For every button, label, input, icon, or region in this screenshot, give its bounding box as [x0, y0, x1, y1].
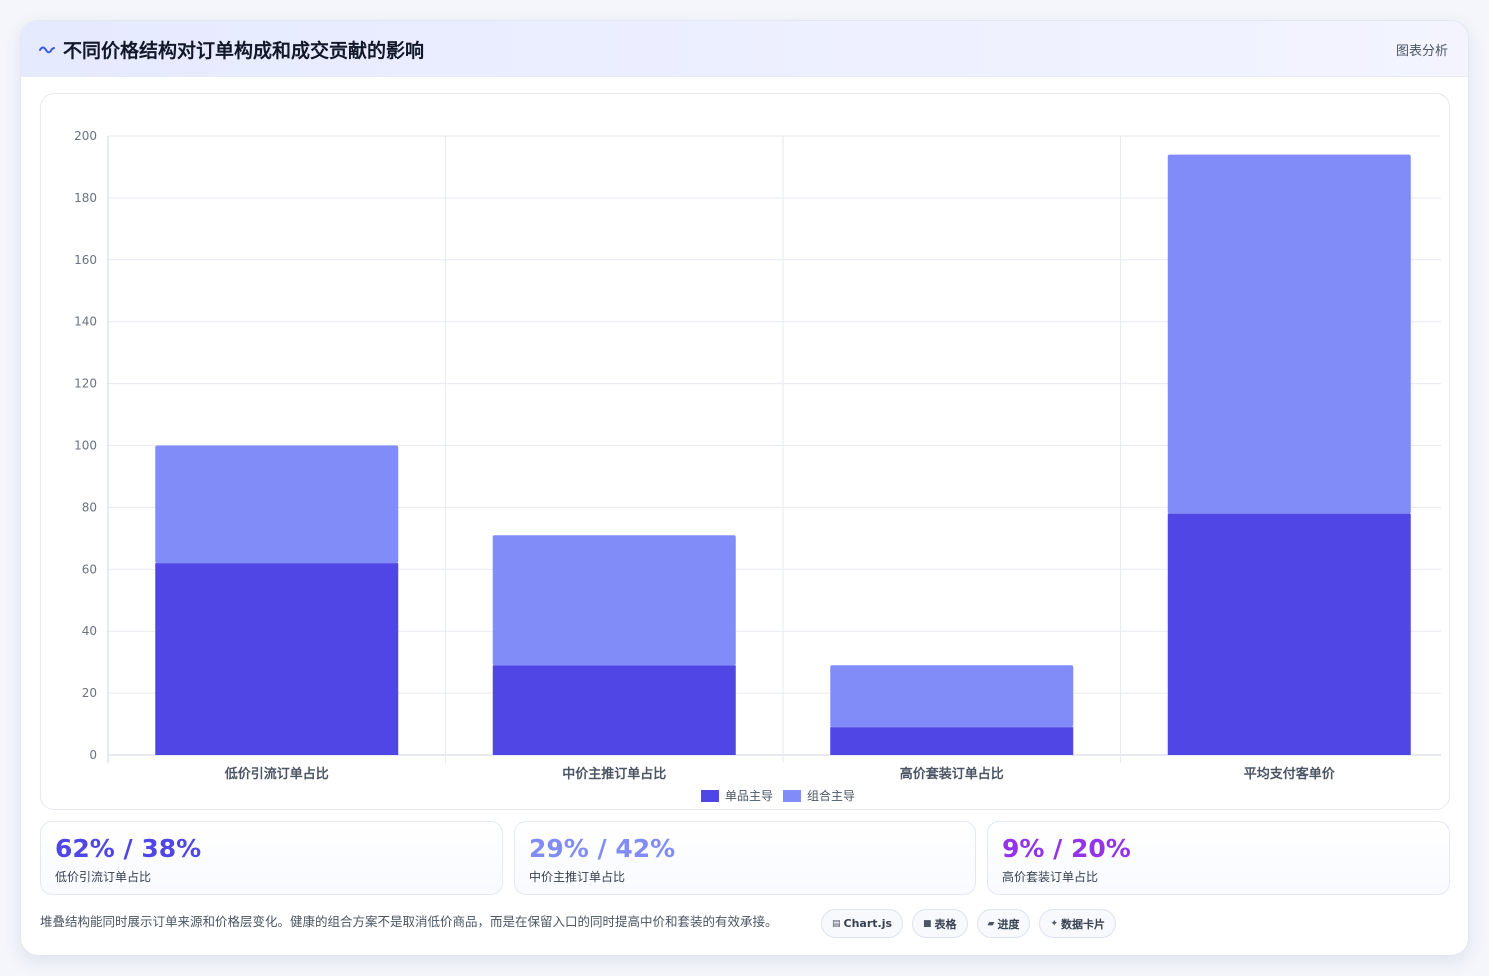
- stat-label: 高价套装订单占比: [1002, 870, 1099, 884]
- sparkle-icon: ✦: [1050, 918, 1059, 929]
- chip-progress[interactable]: ▰ 进度: [976, 909, 1031, 938]
- stacked-bar-chart: 0 20 40 60 80 100 120 140 160 180 200 低价引流订单占比 中价主推订…: [74, 129, 1441, 803]
- chart-analysis-label[interactable]: 图表分析: [1395, 44, 1448, 59]
- stat-value: 9% / 20%: [1002, 834, 1131, 863]
- chart-title: 不同价格结构对订单构成和成交贡献的影响: [63, 40, 425, 62]
- x-tick-label: 平均支付客单价: [1244, 766, 1336, 782]
- y-tick-label: 180: [74, 191, 97, 205]
- bar-combo: [155, 445, 399, 564]
- bar-combo: [1167, 154, 1411, 514]
- stat-card-low: 62% / 38% 低价引流订单占比: [40, 821, 503, 895]
- stat-card-mid: 29% / 42% 中价主推订单占比: [514, 821, 976, 895]
- stat-label: 低价引流订单占比: [55, 870, 152, 884]
- y-tick-label: 0: [89, 748, 97, 762]
- wave-icon: [39, 46, 55, 54]
- stat-label: 中价主推订单占比: [529, 870, 626, 884]
- legend-swatch: [701, 790, 719, 802]
- bar-single: [830, 727, 1074, 755]
- y-tick-label: 200: [74, 129, 97, 143]
- stat-card-high: 9% / 20% 高价套装订单占比: [987, 821, 1450, 895]
- y-tick-label: 120: [74, 377, 97, 391]
- y-tick-label: 60: [82, 562, 97, 576]
- y-tick-label: 100: [74, 439, 97, 453]
- card-header: 不同价格结构对订单构成和成交贡献的影响 图表分析: [21, 21, 1468, 77]
- x-tick-label: 中价主推订单占比: [562, 766, 666, 782]
- table-icon: ■: [923, 918, 932, 929]
- progress-icon: ▰: [987, 918, 995, 929]
- y-tick-label: 160: [74, 253, 97, 267]
- x-tick-label: 高价套装订单占比: [900, 766, 1004, 782]
- chart-icon: ▤: [832, 918, 841, 929]
- chart-card: 不同价格结构对订单构成和成交贡献的影响 图表分析 0 20 40 60 80 100 120…: [20, 20, 1469, 956]
- y-tick-label: 140: [74, 315, 97, 329]
- chip-chartjs[interactable]: ▤ Chart.js: [821, 909, 904, 938]
- chip-label: 数据卡片: [1061, 917, 1106, 931]
- y-tick-label: 80: [82, 500, 97, 514]
- legend-swatch: [783, 790, 801, 802]
- x-tick-label: 低价引流订单占比: [224, 766, 329, 782]
- footer-note: 堆叠结构能同时展示订单来源和价格层变化。健康的组合方案不是取消低价商品，而是在保…: [40, 914, 778, 929]
- bar-single: [155, 563, 399, 755]
- chip-label: 表格: [934, 917, 957, 931]
- y-tick-label: 20: [82, 686, 97, 700]
- chip-table[interactable]: ■ 表格: [912, 909, 968, 938]
- bar-combo: [492, 535, 736, 666]
- bar-single: [1167, 513, 1411, 755]
- y-tick-label: 40: [82, 624, 97, 638]
- bar-combo: [830, 665, 1074, 728]
- chip-label: Chart.js: [843, 917, 893, 930]
- stat-value: 29% / 42%: [529, 834, 676, 863]
- legend-label: 单品主导: [725, 789, 773, 803]
- legend-label: 组合主导: [807, 788, 855, 803]
- stat-value: 62% / 38%: [55, 834, 202, 863]
- chip-label: 进度: [997, 917, 1020, 931]
- chip-group: ▤ Chart.js ■ 表格 ▰ 进度 ✦ 数据卡片: [821, 909, 1117, 938]
- chip-data-card[interactable]: ✦ 数据卡片: [1039, 909, 1117, 938]
- bar-single: [492, 665, 736, 755]
